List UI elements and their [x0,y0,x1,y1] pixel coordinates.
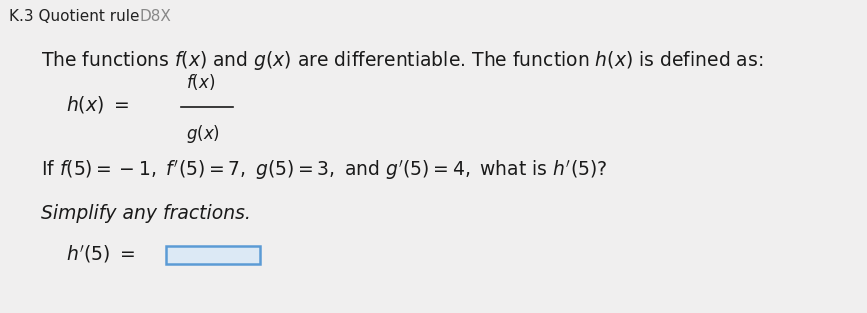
Text: $g(x)$: $g(x)$ [186,123,220,145]
Text: $f(x)$: $f(x)$ [186,72,215,92]
Text: $h(x)\ =$: $h(x)\ =$ [67,94,129,115]
Text: $h'(5)\ =$: $h'(5)\ =$ [67,243,136,265]
Text: K.3 Quotient rule: K.3 Quotient rule [10,9,140,24]
Text: D8X: D8X [139,9,171,24]
Text: The functions $f(x)$ and $g(x)$ are differentiable. The function $h(x)$ is defin: The functions $f(x)$ and $g(x)$ are diff… [41,49,763,71]
FancyBboxPatch shape [166,246,260,264]
Text: If $f(5) = -1,\ f'(5) = 7,\ g(5) = 3,$ and $g'(5) = 4,$ what is $h'(5)$?: If $f(5) = -1,\ f'(5) = 7,\ g(5) = 3,$ a… [41,158,607,182]
Text: Simplify any fractions.: Simplify any fractions. [41,204,251,223]
